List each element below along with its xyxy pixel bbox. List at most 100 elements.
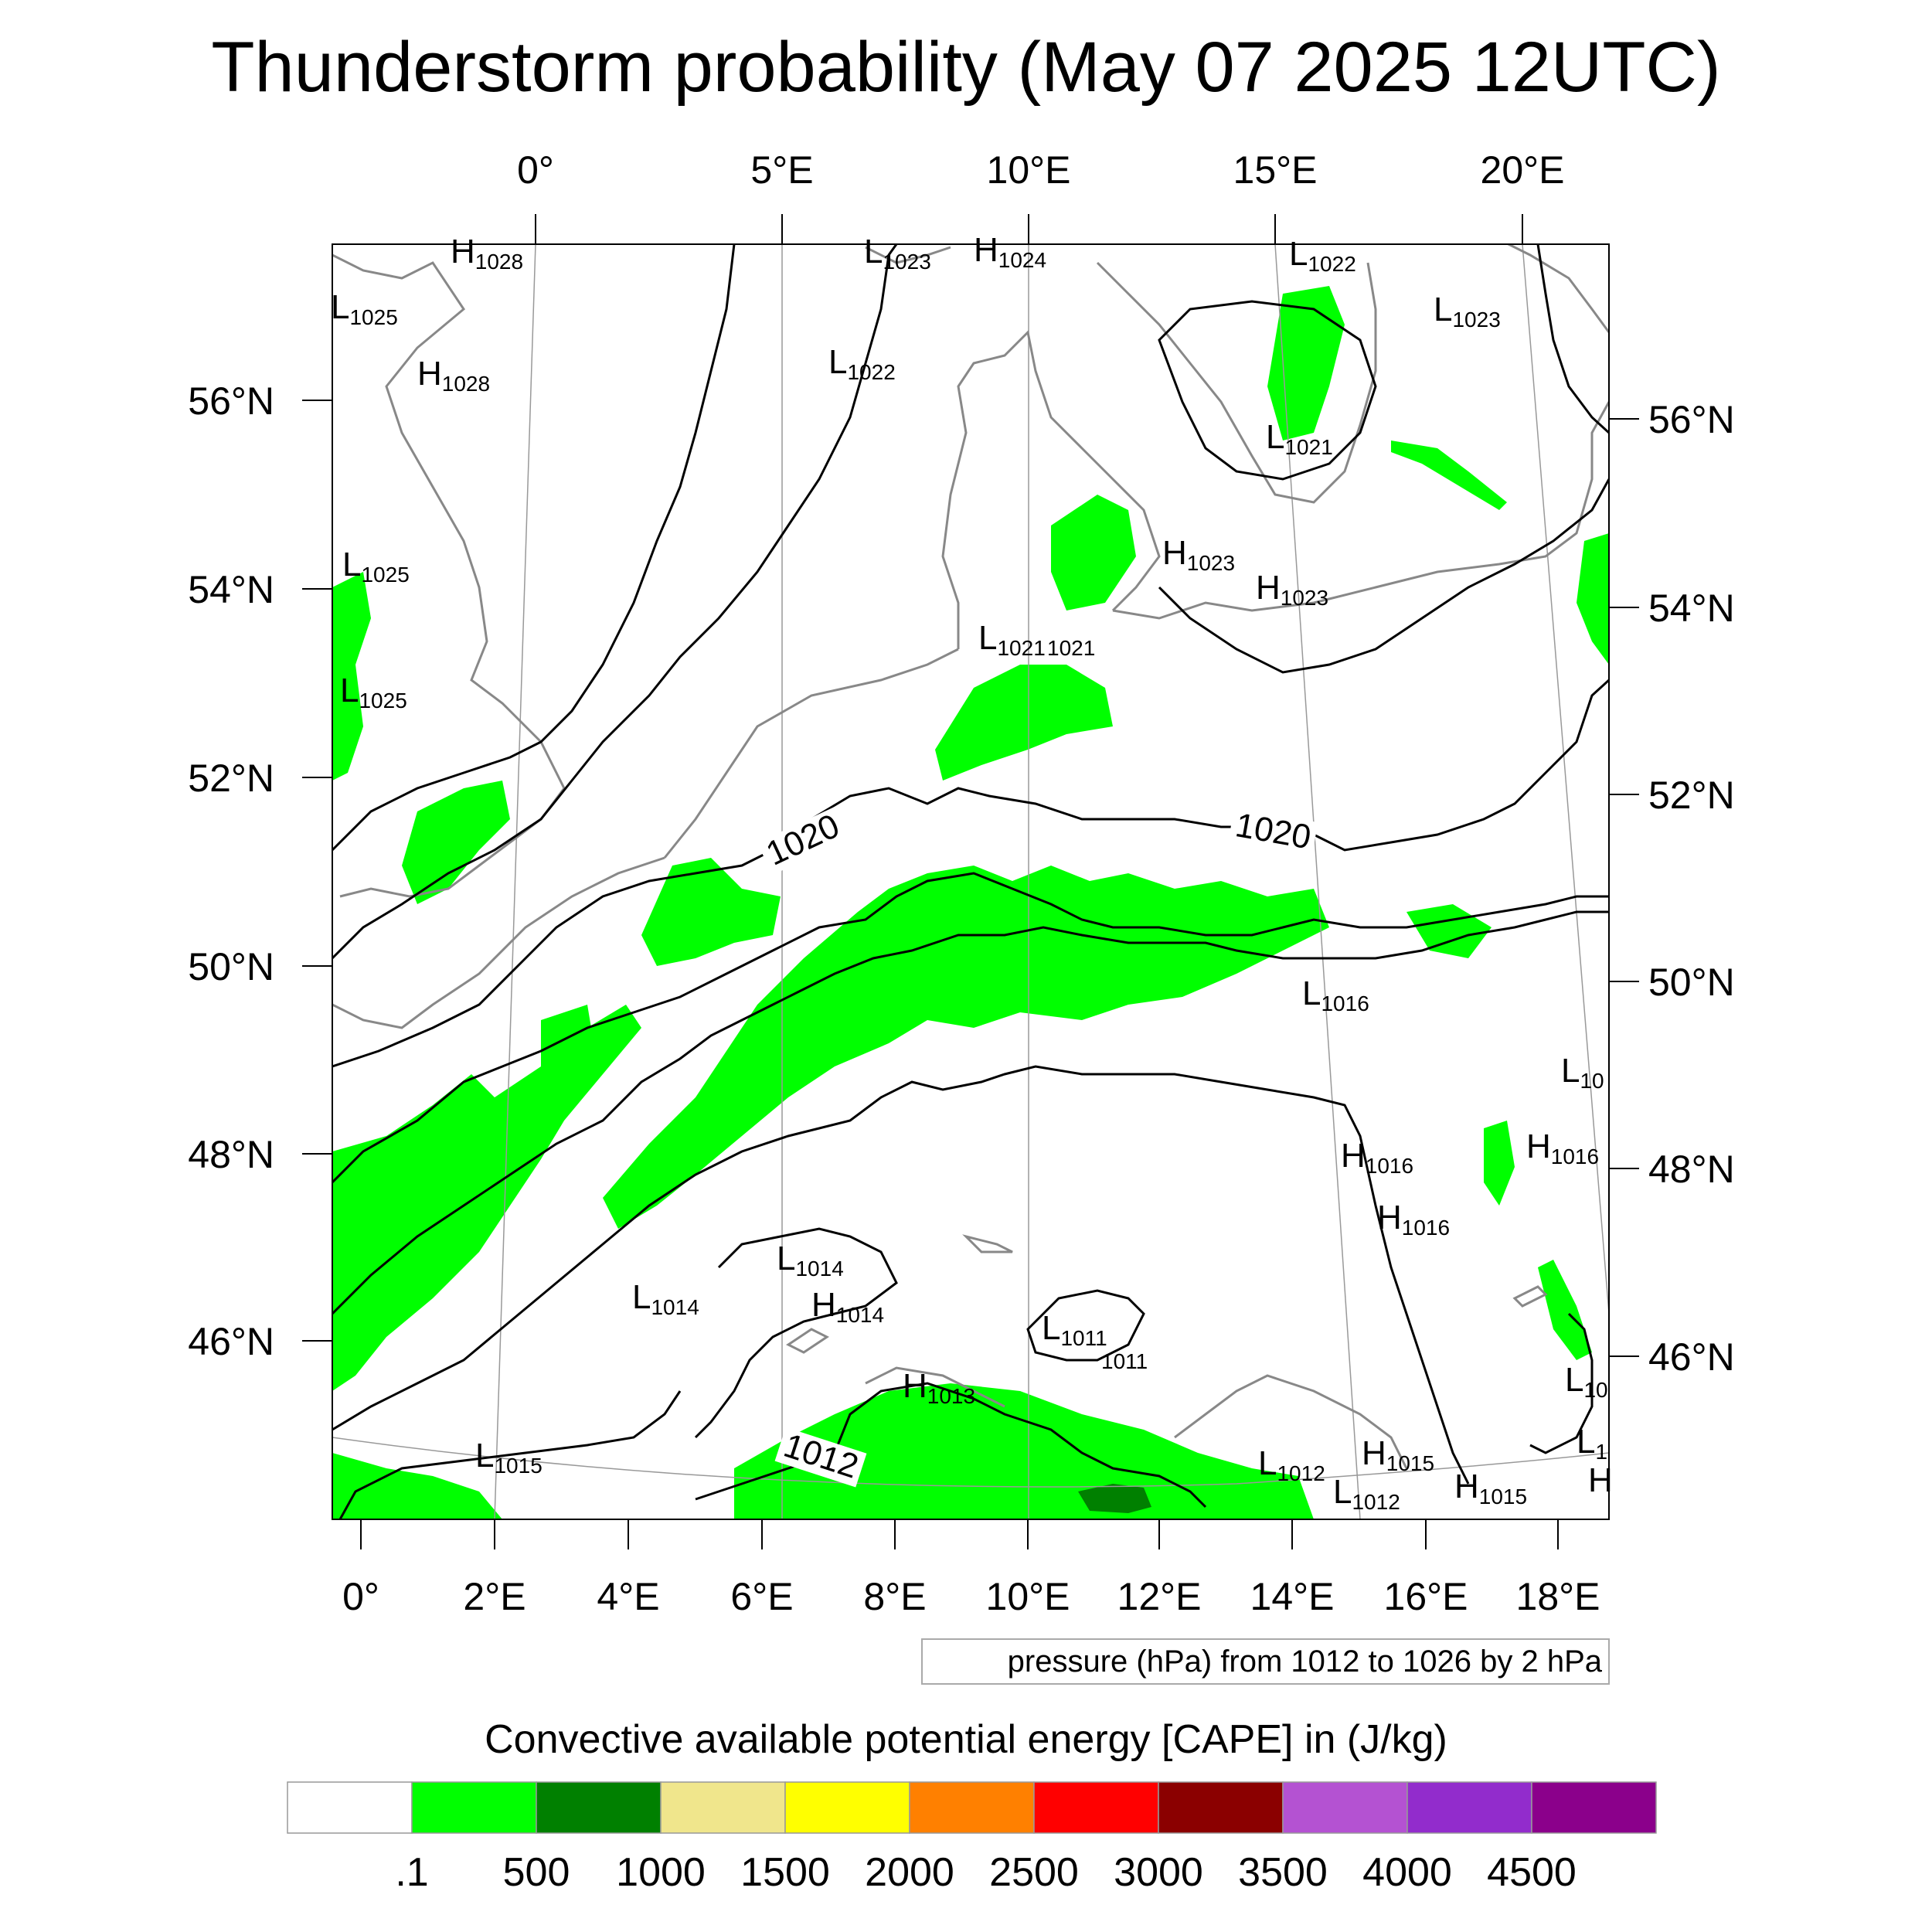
cape-area-east-edge [1577,533,1609,665]
isobar-alps-loop [694,1227,898,1439]
pressure-center: H1016 [1526,1128,1599,1168]
left-lat-label: 46°N [188,1320,274,1363]
colorbar-box [411,1781,537,1834]
pressure-center: L1023 [864,233,931,274]
colorbar-box [1406,1781,1532,1834]
right-lat-label: 52°N [1648,774,1735,817]
colorbar-box [909,1781,1035,1834]
pressure-center: L1012 [1258,1444,1325,1485]
pressure-note-box [921,1638,1610,1685]
isobar-1 [332,244,898,960]
colorbar-label: 4500 [1487,1850,1577,1895]
pressure-center: L1022 [828,343,896,384]
isobar-sweden-loop [1158,300,1377,481]
coast-lake-bodensee [962,1234,1013,1253]
top-lon-label: 5°E [750,148,813,192]
map-panel: 0° 5°E 10°E 15°E 20°E 0° 2°E 4°E 6°E 8°E… [188,148,1734,1618]
pressure-center: L1016 [1302,975,1369,1015]
left-lat-label: 54°N [188,568,274,611]
pressure-center: H1015 [1362,1434,1434,1475]
colorbar-box [1531,1781,1657,1834]
coast-lowlands [663,648,959,859]
bottom-lon-label: 18°E [1516,1575,1600,1618]
map-frame [332,243,1610,1520]
cape-area-uk-south [402,781,510,904]
pressure-center: H [1588,1461,1613,1499]
right-lat-label: 48°N [1648,1148,1735,1191]
pressure-center-labels: H1028 L1025 H1028 L1025 L1025 L1023 H102… [331,231,1613,1514]
right-lat-label: 46°N [1648,1335,1735,1379]
colorbar-label: 4000 [1362,1850,1452,1895]
pressure-center: H1015 [1454,1468,1527,1509]
left-lat-label: 56°N [188,379,274,423]
top-lon-label: 20°E [1481,148,1565,192]
bottom-lon-label: 2°E [463,1575,526,1618]
isobar-east [1158,478,1609,674]
pressure-center: L1025 [331,288,398,329]
pressure-center: L1011 [1042,1309,1107,1350]
isobar-2 [332,679,1609,1068]
pressure-center: H1028 [417,355,490,396]
pressure-center: L1014 [632,1278,699,1319]
colorbar-box [1158,1781,1284,1834]
pressure-center: H1023 [1256,569,1328,610]
pressure-center: L1021 [978,619,1046,660]
colorbar-box [287,1781,413,1834]
colorbar-box [784,1781,910,1834]
pressure-center: L1014 [777,1240,844,1281]
bottom-lon-label: 0° [342,1575,379,1618]
cape-area-hungary [1538,1260,1592,1360]
colorbar-label: 500 [503,1850,570,1895]
coast-norway [865,246,951,264]
coast-adriatic [1174,1374,1408,1469]
cape-area-uk-west [332,572,371,781]
map-title: Thunderstorm probability (May 07 2025 12… [211,28,1720,107]
isobar-north-sea [332,244,736,852]
pressure-center: H1013 [903,1367,975,1408]
pressure-center: H1016 [1341,1137,1413,1178]
tick-marks [302,214,1639,1549]
coast-gulf-genoa [865,1366,1005,1408]
top-lon-label: 10°E [987,148,1071,192]
cape-area-austria [1484,1121,1515,1206]
pressure-center: L1012 [1333,1473,1400,1514]
colorbar-label: .1 [395,1850,428,1895]
bottom-lon-label: 10°E [986,1575,1070,1618]
pressure-center: 1011 [1101,1349,1148,1373]
coast-uk [332,253,566,898]
coast-lake-geneva [786,1328,829,1354]
pressure-center: 1021 [1047,636,1095,660]
colorbar-box [1033,1781,1159,1834]
pressure-center: L1 [1577,1423,1607,1464]
top-lon-label: 0° [517,148,554,192]
bottom-lon-label: 14°E [1250,1575,1335,1618]
colorbar-label: 2000 [865,1850,954,1895]
coast-denmark [941,329,1161,649]
isobar-5 [332,1065,1470,1485]
right-lat-labels: 56°N 54°N 52°N 50°N 48°N 46°N [1648,398,1735,1379]
right-lat-label: 54°N [1648,587,1735,630]
bottom-lon-label: 4°E [597,1575,659,1618]
left-lat-label: 52°N [188,757,274,800]
isobars [332,244,1609,1519]
cape-areas [332,286,1609,1519]
cape-area-sweden [1267,286,1345,440]
pressure-center: L10 [1565,1361,1608,1402]
colorbar-label: 3000 [1114,1850,1203,1895]
colorbar-label: 1500 [740,1850,830,1895]
colorbar-label: 3500 [1238,1850,1328,1895]
pressure-center: L10 [1561,1052,1604,1093]
cape-area-baltic-streak [1391,440,1507,510]
bottom-lon-label: 12°E [1117,1575,1202,1618]
coast-sweden [1096,261,1377,504]
coast-lake-balaton [1512,1285,1548,1308]
isobar-east-alps [1026,1289,1145,1362]
isobar-north-east [1536,244,1609,434]
cape-area-central-band [603,866,1329,1229]
isobar-4 [332,910,1609,1315]
pressure-center: L1022 [1289,235,1356,276]
top-lon-labels: 0° 5°E 10°E 15°E 20°E [517,148,1564,192]
colorbar-box [1282,1781,1408,1834]
cape-area-west-france [332,1005,641,1391]
